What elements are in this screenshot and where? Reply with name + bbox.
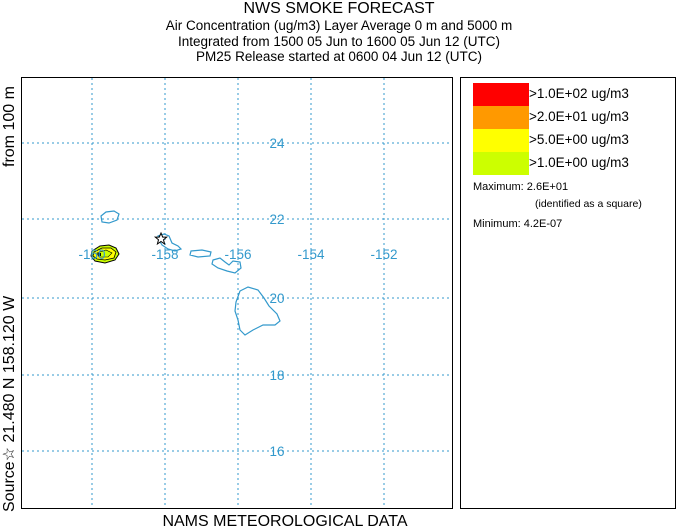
lon-label: -156	[224, 247, 251, 262]
source-coordinates: Source☆ 21.480 N 158.120 W	[1, 295, 18, 512]
legend-label: >2.0E+01 ug/m3	[529, 109, 629, 124]
legend-label: >1.0E+00 ug/m3	[529, 155, 629, 170]
legend-row: >1.0E+02 ug/m3	[473, 83, 673, 106]
latitude-labels: 24 22 20 18 16	[269, 136, 285, 459]
concentration-subtitle: Air Concentration (ug/m3) Layer Average …	[165, 18, 513, 33]
maximum-marker-note: (identified as a square)	[535, 198, 642, 210]
lat-label: 22	[269, 212, 284, 227]
lat-label: 20	[269, 291, 284, 306]
lat-label: 16	[269, 444, 284, 459]
chart-title: NWS SMOKE FORECAST	[243, 0, 435, 17]
map-canvas: -160 -158 -156 -154 -152 24 22 20 18 16	[22, 78, 452, 508]
legend-swatch	[473, 83, 529, 106]
molokai-island	[189, 249, 212, 258]
longitude-labels: -160 -158 -156 -154 -152	[78, 247, 397, 262]
smoke-plume	[90, 244, 120, 264]
lat-label: 24	[269, 136, 285, 151]
coastlines	[100, 210, 281, 336]
source-star-icon	[153, 231, 169, 246]
legend-label: >5.0E+00 ug/m3	[529, 132, 629, 147]
legend-swatch	[473, 106, 529, 129]
minimum-value: Minimum: 4.2E-07	[473, 218, 563, 230]
lon-label: -160	[78, 247, 105, 262]
graticule	[22, 78, 452, 508]
integration-period: Integrated from 1500 05 Jun to 1600 05 J…	[178, 33, 500, 49]
legend-row: >1.0E+00 ug/m3	[473, 152, 673, 175]
source-location-label: Source☆ 21.480 N 158.120 W from 100 m	[1, 72, 19, 512]
meteorological-data-label: NAMS METEOROLOGICAL DATA	[162, 513, 408, 530]
hawaii-island	[234, 286, 281, 336]
concentration-legend: >1.0E+02 ug/m3 >2.0E+01 ug/m3 >5.0E+00 u…	[460, 77, 676, 509]
legend-swatch	[473, 152, 529, 175]
chart-header: NWS SMOKE FORECAST Air Concentration (ug…	[0, 0, 678, 65]
maximum-square-marker	[98, 253, 101, 256]
maximum-value: Maximum: 2.6E+01	[473, 181, 569, 193]
oahu-island	[157, 233, 183, 252]
lon-label: -158	[151, 247, 178, 262]
lon-label: -154	[297, 247, 325, 262]
lon-label: -152	[370, 247, 397, 262]
legend-row: >5.0E+00 ug/m3	[473, 129, 673, 152]
release-height: from 100 m	[1, 86, 18, 167]
maui-island	[211, 257, 242, 274]
smoke-map: -160 -158 -156 -154 -152 24 22 20 18 16	[21, 77, 453, 509]
niihau-island	[100, 210, 120, 224]
legend-label: >1.0E+02 ug/m3	[529, 86, 629, 101]
legend-row: >2.0E+01 ug/m3	[473, 106, 673, 129]
legend-swatch	[473, 129, 529, 152]
release-time: PM25 Release started at 0600 04 Jun 12 (…	[196, 49, 482, 64]
lat-label: 18	[269, 368, 284, 383]
